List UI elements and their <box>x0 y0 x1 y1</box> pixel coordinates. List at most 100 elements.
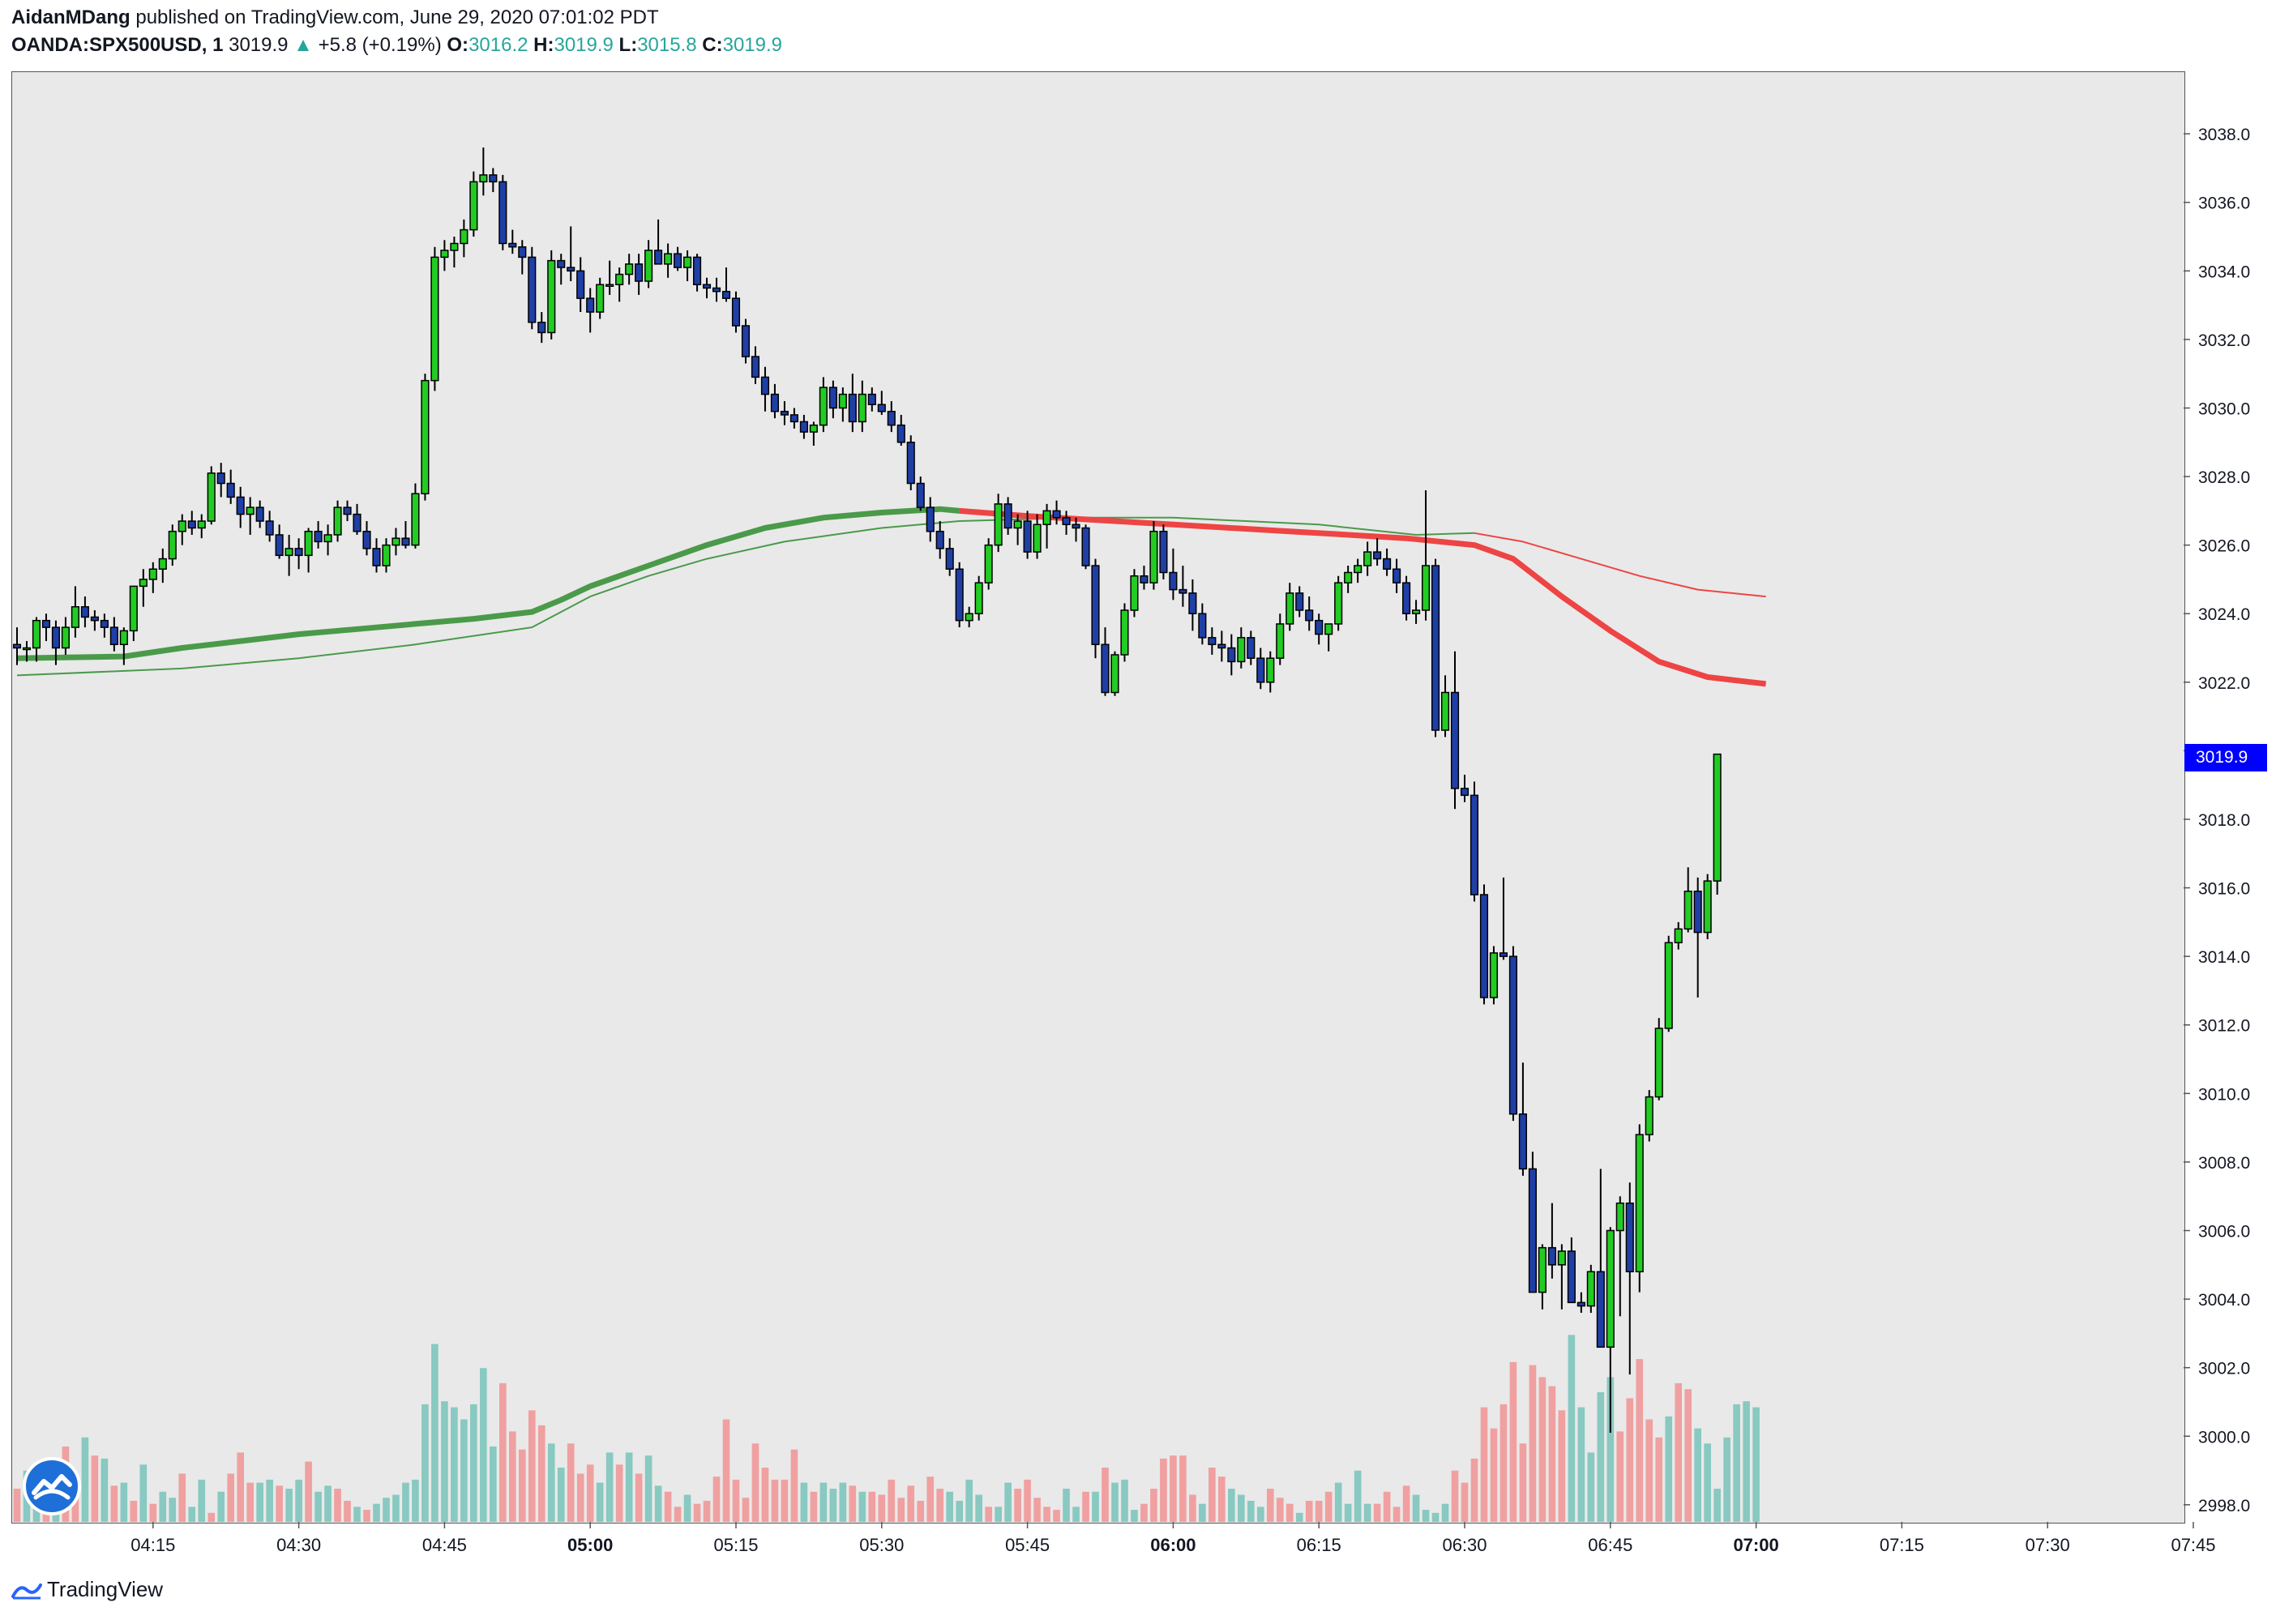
volume-bar <box>1412 1494 1420 1522</box>
volume-bar <box>1558 1410 1566 1522</box>
candle-body <box>411 493 420 546</box>
time-axis: 04:15 04:30 04:45 05:00 05:15 05:30 05:45 06:00… <box>130 1522 2216 1555</box>
volume-bar <box>305 1461 312 1522</box>
candle <box>799 414 808 439</box>
volume-bar <box>644 1455 652 1522</box>
candle-body <box>547 259 556 334</box>
moving-average-slow-green <box>16 516 1475 677</box>
candle <box>789 408 798 429</box>
candle-body <box>1130 575 1139 611</box>
candle-body <box>809 424 818 433</box>
volume-bar <box>956 1500 964 1522</box>
candle <box>391 528 400 556</box>
candle-body <box>1645 1096 1654 1135</box>
candle-body <box>197 520 206 529</box>
candle-body <box>1324 623 1333 635</box>
candle <box>1703 874 1712 940</box>
candle <box>450 237 459 268</box>
volume-bar <box>188 1506 196 1522</box>
candle <box>265 511 274 542</box>
candle <box>1596 1169 1605 1348</box>
candle-body <box>1179 588 1187 594</box>
candle-body <box>469 181 478 231</box>
candle-body <box>1217 643 1226 649</box>
candle-body <box>382 544 391 566</box>
time-tick-label: 06:00 <box>1150 1535 1196 1555</box>
candle-body <box>635 263 644 282</box>
candle-body <box>819 387 828 426</box>
candle <box>489 168 498 193</box>
volume-bar <box>1092 1491 1099 1522</box>
volume-bar <box>1324 1491 1333 1522</box>
candle <box>1615 1196 1624 1317</box>
tradingview-logo-icon[interactable] <box>23 1457 81 1515</box>
candle-body <box>1062 517 1071 526</box>
volume-bar <box>1063 1489 1070 1522</box>
moving-average-slow-red <box>1474 532 1766 598</box>
candle-body <box>1508 955 1517 1115</box>
candle <box>1266 651 1275 693</box>
candle <box>760 366 770 412</box>
volume-bar <box>1295 1512 1303 1522</box>
volume-bar <box>1616 1431 1624 1522</box>
candle <box>848 374 857 433</box>
author-name[interactable]: AidanMDang <box>11 6 130 28</box>
candle <box>1227 634 1236 676</box>
volume-bar <box>1383 1491 1391 1522</box>
candle-body <box>625 263 634 276</box>
candle-body <box>1567 1250 1576 1304</box>
candle <box>314 521 323 549</box>
volume-bar <box>499 1383 507 1522</box>
volume-bar <box>1354 1470 1362 1522</box>
candle-body <box>129 585 138 632</box>
candle <box>1470 781 1479 902</box>
candle-body <box>644 250 653 282</box>
candle-body <box>1547 1246 1556 1266</box>
high-value: 3019.9 <box>554 34 614 56</box>
time-tick-label: 04:15 <box>130 1535 175 1555</box>
footer-brand[interactable]: TradingView <box>11 1577 163 1602</box>
candle <box>255 500 264 528</box>
candle-body <box>557 259 566 268</box>
candle <box>226 469 235 504</box>
candle-body <box>158 558 167 571</box>
candle-body <box>139 579 148 588</box>
candle <box>401 521 410 549</box>
time-tick-label: 07:15 <box>1880 1535 1924 1555</box>
candle-body <box>1042 510 1051 526</box>
candle <box>1645 1090 1654 1142</box>
candle <box>1450 651 1460 810</box>
volume-bar <box>1636 1359 1644 1522</box>
volume-bar <box>751 1443 759 1522</box>
volume-bar <box>1470 1458 1478 1522</box>
candle-body <box>935 530 944 549</box>
candle-body <box>489 174 498 183</box>
candle <box>751 346 760 384</box>
candle-body <box>528 256 537 323</box>
candle-body <box>858 393 866 423</box>
candle <box>100 613 109 638</box>
candle-body <box>41 619 51 628</box>
price-tick-label: 3016.0 <box>2198 880 2250 899</box>
candle <box>1528 1152 1537 1293</box>
price-tick-label: 3028.0 <box>2198 468 2250 487</box>
candle-body <box>1499 952 1508 957</box>
candle-body <box>1538 1246 1547 1293</box>
candle-body <box>567 267 575 272</box>
candle-body <box>1237 637 1246 663</box>
candle-body <box>1023 520 1032 553</box>
volume-bar <box>654 1485 662 1522</box>
volume-bar <box>1587 1452 1595 1522</box>
price-tick-label: 3036.0 <box>2198 194 2250 213</box>
chart-plot-area[interactable] <box>11 71 2185 1524</box>
price-tick-label: 3008.0 <box>2198 1154 2250 1173</box>
volume-bar <box>314 1491 322 1522</box>
volume-bar <box>1568 1335 1576 1522</box>
volume-bar <box>1179 1455 1187 1522</box>
volume-bar <box>441 1401 448 1522</box>
candle-body <box>994 503 1003 546</box>
candle-body <box>780 410 789 416</box>
candle-body <box>236 496 245 515</box>
candle-body <box>71 606 79 628</box>
